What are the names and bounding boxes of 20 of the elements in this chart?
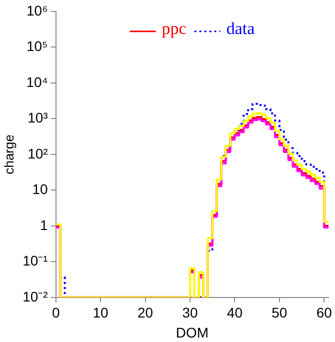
y-tick-label: 10⁻¹ (22, 252, 48, 269)
y-tick-label: 10³ (28, 110, 48, 126)
x-axis-title: DOM (176, 324, 209, 340)
x-tick-label: 20 (137, 304, 154, 321)
x-tick-label: 60 (316, 304, 332, 321)
x-tick-label: 0 (52, 304, 60, 321)
x-tick-label: 10 (92, 304, 109, 321)
y-tick-label: 10⁴ (26, 74, 48, 90)
legend-label: ppc (162, 18, 187, 38)
y-tick-label: 10 (32, 181, 48, 198)
legend-label: data (226, 18, 256, 38)
y-tick-label: 10⁶ (26, 2, 48, 18)
x-tick-label: 30 (182, 304, 198, 321)
y-tick-label: 10⁻² (22, 288, 48, 304)
y-axis-title: charge (1, 134, 16, 174)
y-tick-label: 10⁵ (26, 38, 48, 54)
x-tick-label: 40 (226, 304, 243, 321)
x-tick-label: 50 (272, 304, 288, 321)
y-tick-label: 1 (40, 216, 48, 233)
y-tick-label: 10² (28, 145, 48, 162)
